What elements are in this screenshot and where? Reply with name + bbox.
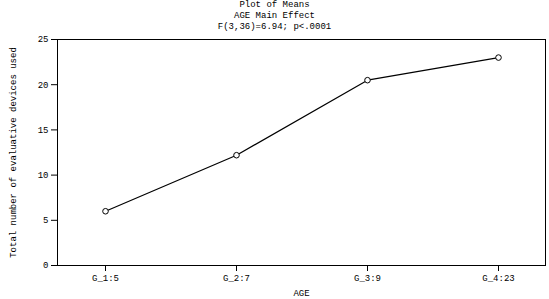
svg-text:AGE: AGE (293, 289, 309, 299)
svg-text:Total number of evaluative dev: Total number of evaluative devices used (9, 47, 19, 258)
svg-text:15: 15 (38, 126, 49, 136)
svg-text:G_2:7: G_2:7 (223, 274, 250, 284)
svg-text:0: 0 (43, 261, 48, 271)
svg-text:10: 10 (38, 171, 49, 181)
html-text:F(3,36)=6.94; p<.0001: F(3,36)=6.94; p<.0001 (217, 22, 332, 32)
svg-text:G_4:23: G_4:23 (482, 274, 514, 284)
svg-text:G_3:9: G_3:9 (354, 274, 381, 284)
svg-text:5: 5 (43, 216, 48, 226)
svg-text:G_1:5: G_1:5 (92, 274, 119, 284)
svg-text:25: 25 (38, 35, 49, 45)
svg-text:20: 20 (38, 81, 49, 91)
html-text:AGE Main Effect: AGE Main Effect (234, 11, 315, 21)
html-text:Plot of Means: Plot of Means (239, 0, 310, 10)
